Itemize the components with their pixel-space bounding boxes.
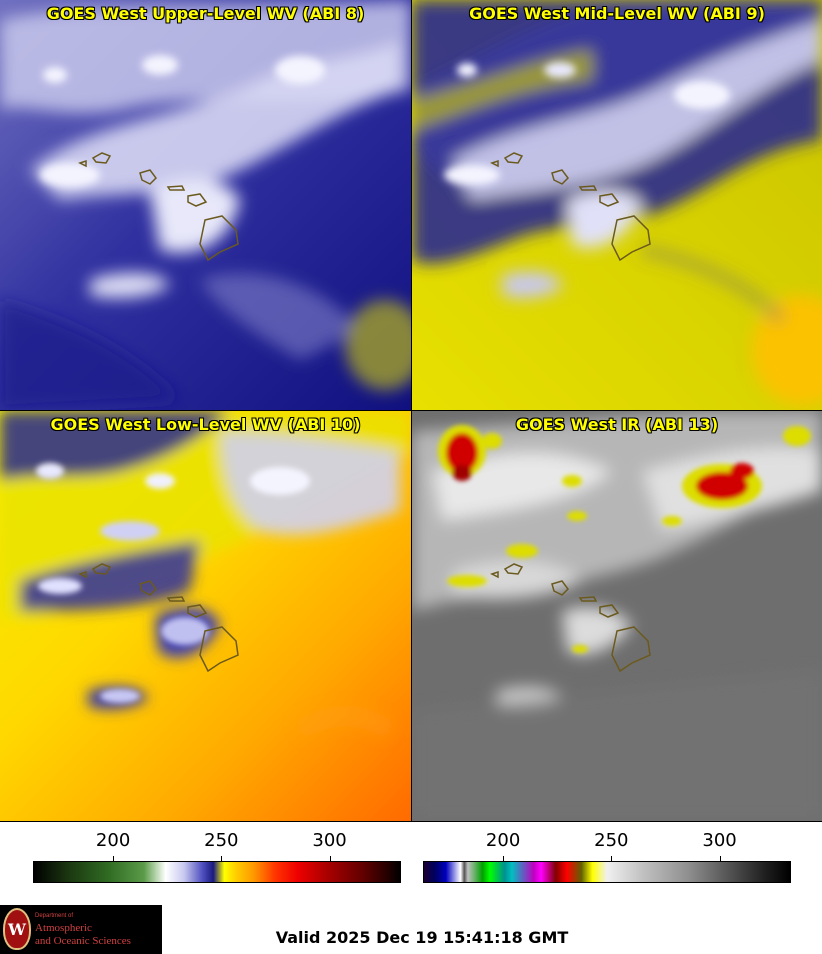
logo-line-2: Atmospheric <box>35 922 92 934</box>
valid-time-label: Valid 2025 Dec 19 15:41:18 GMT <box>275 928 569 947</box>
wv-colorbar-tick-mark <box>113 856 115 861</box>
ir-colorbar-tick-label: 300 <box>702 830 737 851</box>
logo-line-3: and Oceanic Sciences <box>35 935 131 947</box>
uw-seal-icon: W <box>3 908 31 950</box>
logo-line-1: Department of <box>35 913 74 919</box>
mid-level-wv-image <box>412 0 822 410</box>
panel-divider-bottom <box>0 821 822 822</box>
aos-logo: W Department of Atmospheric and Oceanic … <box>0 905 162 954</box>
wv-colorbar-gradient <box>33 861 401 883</box>
wv-colorbar-tick-label: 200 <box>95 830 131 851</box>
upper-level-wv-panel: GOES West Upper-Level WV (ABI 8) <box>0 0 411 410</box>
upper-level-wv-image <box>0 0 411 410</box>
panel-title: GOES West IR (ABI 13) <box>515 415 719 434</box>
low-level-wv-panel: GOES West Low-Level WV (ABI 10) <box>0 411 411 821</box>
ir-colorbar-tick-label: 250 <box>594 830 629 851</box>
ir-colorbar-tick-mark <box>719 856 721 861</box>
panel-title: GOES West Upper-Level WV (ABI 8) <box>46 4 365 23</box>
ir-panel: GOES West IR (ABI 13) <box>412 411 822 821</box>
panel-title: GOES West Mid-Level WV (ABI 9) <box>469 4 765 23</box>
ir-colorbar-gradient <box>423 861 791 883</box>
wv-colorbar-tick-label: 300 <box>312 830 347 851</box>
ir-colorbar-tick-mark <box>503 856 505 861</box>
ir-colorbar-tick-label: 200 <box>485 830 521 851</box>
panel-divider-horizontal <box>0 410 822 411</box>
low-level-wv-image <box>0 411 411 821</box>
wv-colorbar-tick-mark <box>329 856 331 861</box>
ir-image <box>412 411 822 821</box>
ir-colorbar-tick-mark <box>611 856 613 861</box>
mid-level-wv-panel: GOES West Mid-Level WV (ABI 9) <box>412 0 822 410</box>
panel-title: GOES West Low-Level WV (ABI 10) <box>50 415 361 434</box>
wv-colorbar-tick-mark <box>221 856 223 861</box>
wv-colorbar-tick-label: 250 <box>204 830 239 851</box>
